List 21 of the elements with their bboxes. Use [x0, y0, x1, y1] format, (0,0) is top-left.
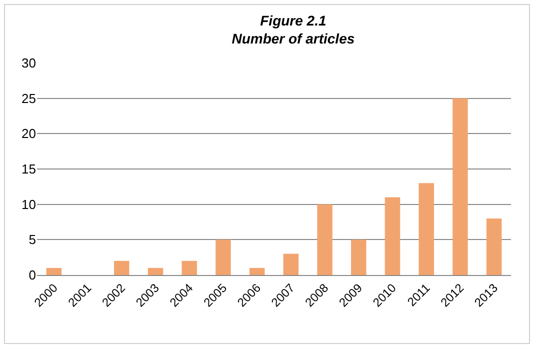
- bar: [182, 260, 197, 275]
- bar: [384, 197, 400, 275]
- bar: [216, 240, 231, 275]
- y-tick-label: 0: [28, 268, 36, 283]
- y-tick-label: 15: [22, 162, 36, 177]
- bar: [114, 260, 130, 275]
- chart-title: Figure 2.1 Number of articles: [232, 12, 355, 46]
- y-tick-label: 20: [22, 126, 36, 142]
- y-tick-label: 30: [22, 56, 36, 71]
- y-tick-label: 10: [22, 196, 36, 212]
- bar: [317, 204, 332, 275]
- bar: [486, 218, 502, 275]
- bar: [283, 254, 299, 275]
- bar: [249, 268, 265, 275]
- y-tick-label: 25: [22, 90, 36, 106]
- bar: [351, 240, 366, 275]
- bar: [46, 268, 62, 275]
- bar: [418, 183, 434, 275]
- bar: [452, 98, 468, 275]
- y-tick-label: 5: [28, 232, 36, 248]
- bar: [148, 268, 164, 275]
